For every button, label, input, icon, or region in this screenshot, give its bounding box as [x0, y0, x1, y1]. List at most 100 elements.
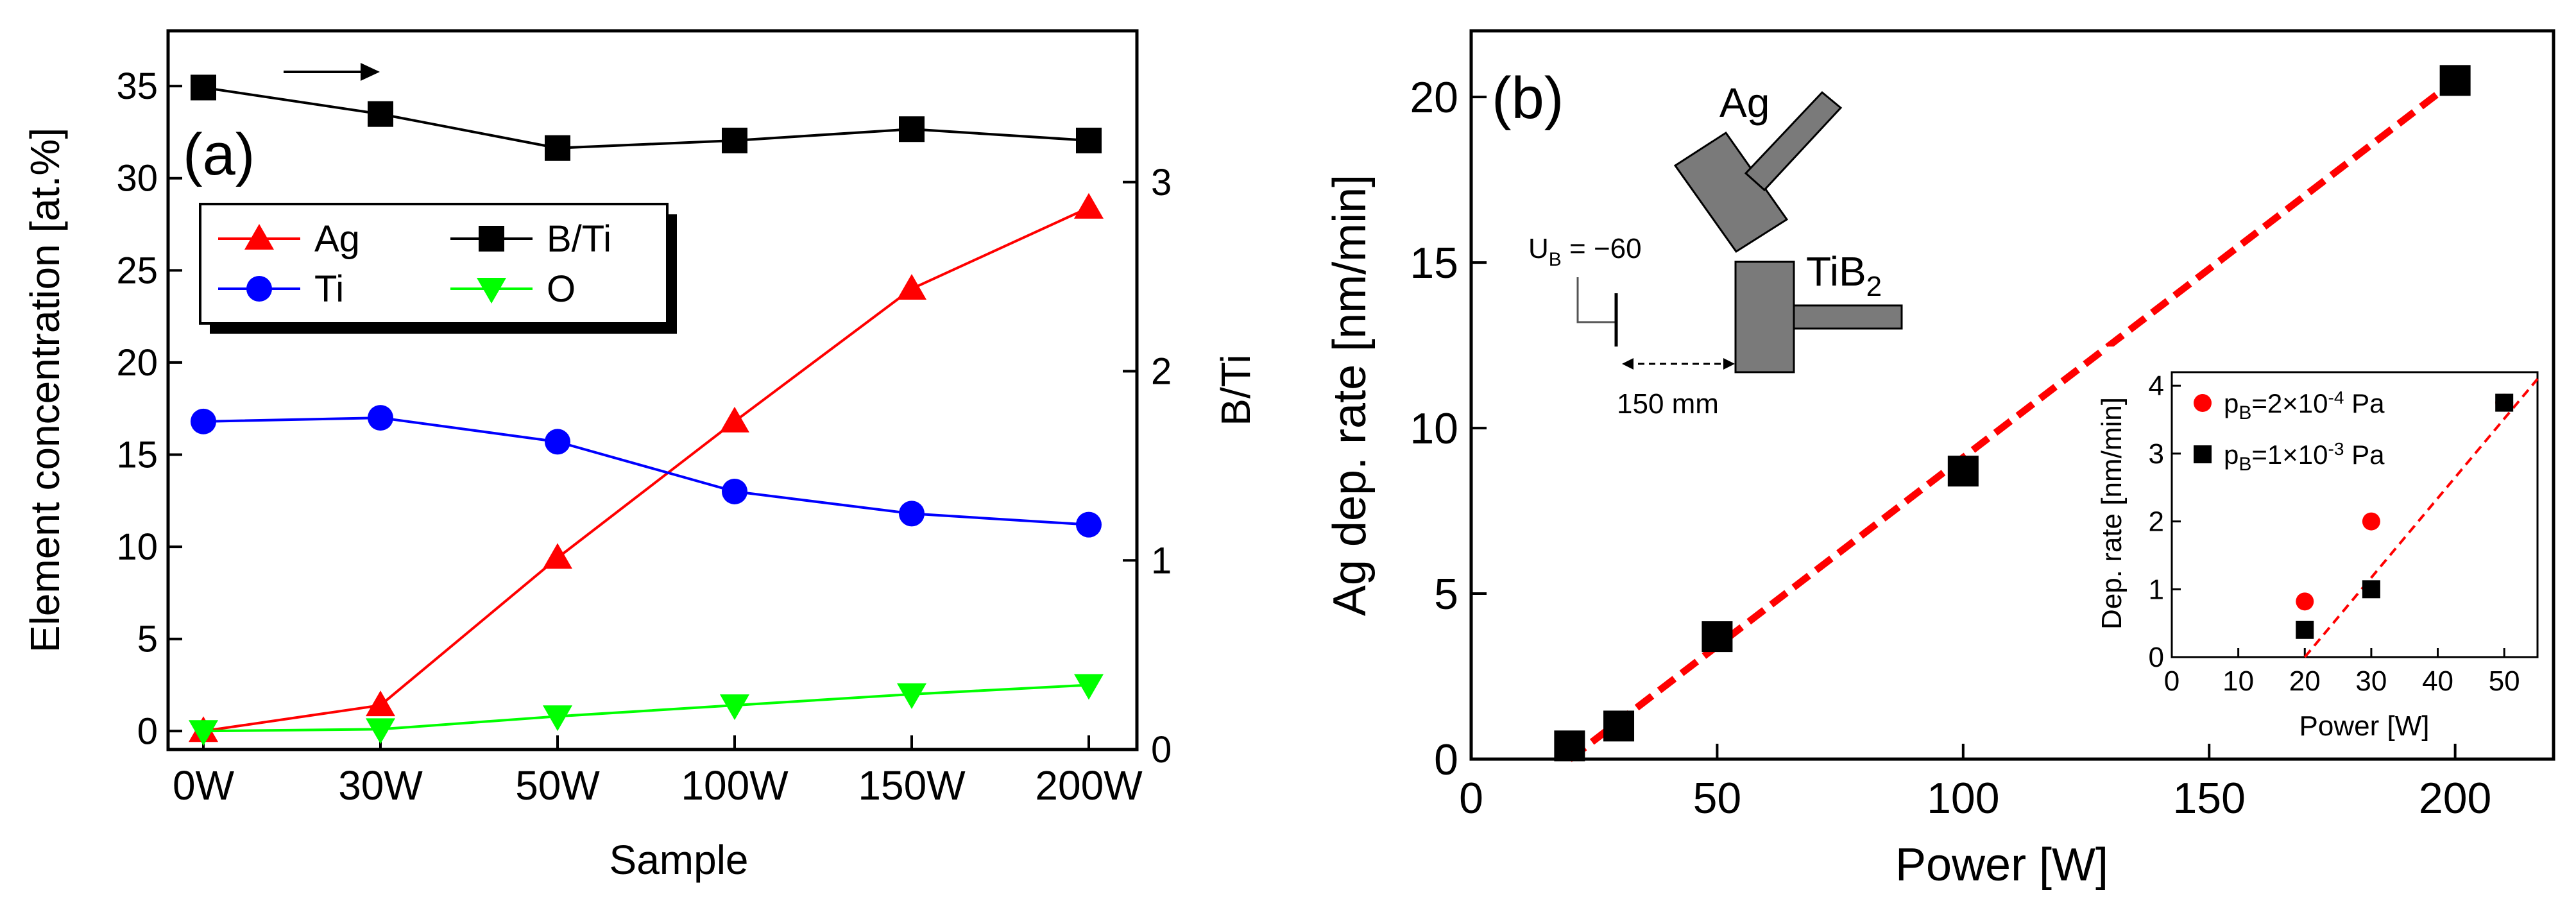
- panel-b-y-ticks: 0 5 10 15 20: [1410, 73, 1487, 784]
- inset-legend-marker: [2194, 445, 2212, 463]
- point-ag: [897, 274, 926, 300]
- point-ag: [543, 543, 572, 569]
- tib2-target-label: TiB2: [1806, 248, 1882, 302]
- legend-marker: [477, 278, 506, 304]
- inset-y-tick-label: 3: [2149, 438, 2164, 470]
- point-o: [189, 720, 218, 746]
- point-ti: [368, 405, 393, 431]
- inset-y-tick-label: 2: [2149, 506, 2164, 538]
- series-line-b-ti: [203, 86, 1089, 150]
- inset-legend: pB=2×10-4 Pa pB=1×10-3 Pa: [2194, 388, 2385, 475]
- inset-x-tick-label: 50: [2489, 665, 2520, 697]
- x-tick-label: 50W: [515, 762, 600, 809]
- panel-a: (a) 0 5 10 15 20 25 30 35 0 1 2 3 0W 30W 50W 100W 150W…: [22, 29, 1259, 883]
- y-tick-label: 10: [1410, 404, 1458, 453]
- x-tick-label: 100: [1927, 774, 1999, 823]
- y-tick-label: 20: [1410, 73, 1458, 122]
- panel-a-arrow: [284, 63, 380, 81]
- inset-y-tick-label: 4: [2149, 370, 2164, 402]
- left-tick-label: 20: [116, 342, 158, 384]
- inset-xlabel: Power [W]: [2299, 710, 2430, 742]
- panel-a-xlabel: Sample: [610, 837, 749, 883]
- series-line-ag: [203, 206, 1089, 733]
- x-tick-label: 0: [1459, 774, 1483, 823]
- inset-x-tick-label: 10: [2222, 665, 2254, 697]
- right-tick-label: 3: [1151, 162, 1172, 203]
- inset-x-tick-label: 0: [2164, 665, 2179, 697]
- panel-b-xlabel: Power [W]: [1895, 839, 2108, 891]
- series-line-ti: [203, 416, 1089, 526]
- x-tick-label: 30W: [338, 762, 423, 809]
- ag-target-body: [1673, 131, 1789, 253]
- left-tick-label: 10: [116, 526, 158, 568]
- legend-label: Ti: [314, 268, 344, 310]
- tib2-target-arm: [1793, 304, 1903, 330]
- inset-data-point: [2362, 512, 2380, 531]
- legend-box: [199, 203, 669, 325]
- inset-x-tick-label: 30: [2355, 665, 2387, 697]
- legend-label: O: [547, 268, 576, 310]
- point-b-ti: [191, 74, 216, 101]
- point-o: [366, 718, 395, 744]
- x-tick-label: 200: [2419, 774, 2491, 823]
- data-point: [1554, 730, 1585, 762]
- ag-target-label: Ag: [1719, 80, 1770, 126]
- data-point: [1947, 456, 1979, 487]
- panel-a-series: [189, 74, 1104, 746]
- point-ti: [1076, 511, 1102, 538]
- bias-voltage-label: UB = −60: [1528, 233, 1642, 270]
- left-tick-label: 5: [137, 619, 158, 660]
- panel-a-left-ticks: 0 5 10 15 20 25 30 35: [116, 65, 182, 752]
- right-tick-label: 0: [1151, 729, 1172, 771]
- inset-frame: [2171, 371, 2539, 658]
- point-o: [543, 705, 572, 732]
- point-ag: [1074, 193, 1104, 219]
- panel-a-label: (a): [183, 122, 255, 187]
- inset-legend-label: pB=2×10-4 Pa: [2224, 388, 2385, 424]
- point-b-ti: [545, 135, 570, 161]
- left-tick-label: 15: [116, 434, 158, 476]
- right-tick-label: 1: [1151, 540, 1172, 581]
- point-ag: [720, 406, 749, 433]
- x-tick-label: 100W: [681, 762, 789, 809]
- inset-legend-label: pB=1×10-3 Pa: [2224, 439, 2385, 475]
- y-tick-label: 5: [1434, 570, 1458, 619]
- inset-x-tick-label: 20: [2289, 665, 2321, 697]
- panel-b-frame: [1469, 29, 2555, 761]
- right-tick-label: 2: [1151, 351, 1172, 393]
- inset-fit: [2303, 378, 2539, 658]
- distance-label: 150 mm: [1617, 388, 1719, 420]
- point-o: [720, 694, 749, 721]
- series-line-o: [203, 683, 1089, 733]
- inset-y-tick-label: 0: [2149, 642, 2164, 673]
- inset-data-point: [2362, 580, 2380, 599]
- x-tick-label: 150W: [858, 762, 966, 809]
- panel-b-inset: 0 1 2 3 4 0 10 20 30 40 50 Power [W] Dep. rate [n…: [2096, 347, 2539, 742]
- inset-series: [2296, 393, 2514, 639]
- inset-data-point: [2495, 393, 2514, 412]
- inset-y-ticks: 0 1 2 3 4: [2149, 370, 2181, 673]
- tib2-target-body: [1734, 261, 1795, 373]
- legend-label: Ag: [314, 218, 360, 260]
- panel-b-x-ticks: 0 50 100 150 200: [1459, 744, 2491, 823]
- y-tick-label: 0: [1434, 735, 1458, 784]
- left-tick-label: 0: [137, 710, 158, 752]
- deposition-schematic: Ag TiB2 UB = −60 150 mm: [1528, 80, 1903, 420]
- panel-a-y2label: B/Ti: [1213, 354, 1259, 425]
- data-point: [1603, 710, 1635, 742]
- point-b-ti: [722, 127, 747, 153]
- legend-marker: [479, 226, 504, 252]
- data-point: [1702, 621, 1733, 653]
- left-tick-label: 30: [116, 158, 158, 200]
- point-o: [897, 683, 926, 709]
- inset-ylabel: Dep. rate [nm/min]: [2096, 397, 2128, 630]
- inset-x-tick-label: 40: [2422, 665, 2453, 697]
- panel-a-ylabel: Element concentration [at.%]: [22, 128, 68, 653]
- point-ag: [366, 690, 395, 717]
- bias-wire: [1576, 277, 1616, 323]
- data-point: [2439, 65, 2471, 96]
- ag-target-arm: [1744, 90, 1843, 192]
- inset-data-point: [2296, 592, 2314, 611]
- panel-a-right-ticks: 0 1 2 3: [1123, 162, 1172, 771]
